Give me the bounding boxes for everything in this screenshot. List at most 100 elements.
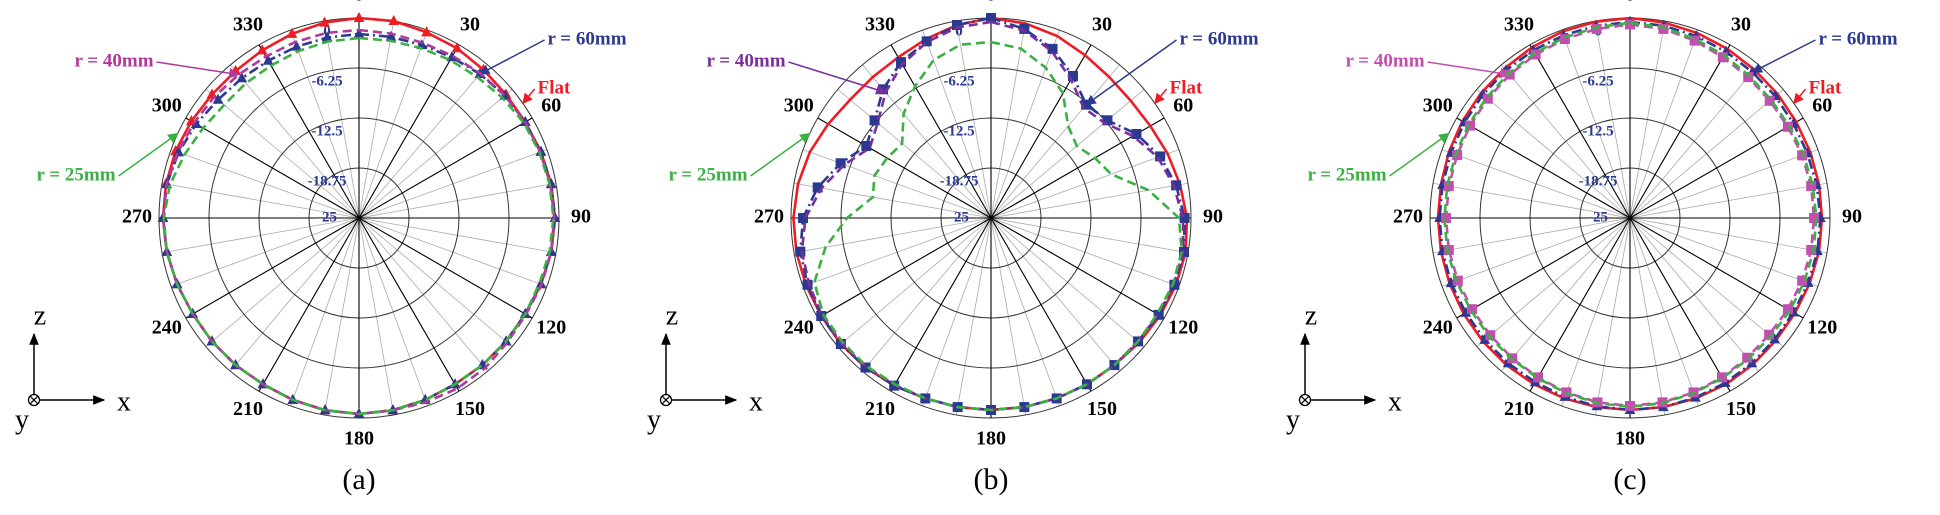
axis-glyph: z [34,300,46,331]
angle-tick-label: 270 [122,206,152,228]
point-marker [353,11,365,22]
angle-grid-line [1629,217,1804,319]
panel-caption: (c) [1613,463,1646,496]
polar-panel: 03060901201501802102402703003300-6.25-12… [1286,0,1898,496]
point-marker [798,213,808,223]
label-arrow [1154,88,1168,105]
label-arrow [1085,39,1177,106]
axis-glyph: x [1388,386,1402,417]
angle-tick-label: 60 [541,95,561,117]
label-arrow [1793,88,1807,105]
angle-grid-line [185,117,360,219]
point-marker [1533,372,1543,383]
point-marker [1482,93,1493,104]
label-arrow [788,61,887,95]
point-marker [319,16,330,27]
series-label: r = 25mm [1307,164,1386,185]
point-marker [1742,352,1753,363]
point-marker [262,54,274,65]
angle-grid-line [358,217,460,392]
point-marker [1171,180,1182,191]
point-marker [421,26,432,37]
angle-tick-label: 30 [1731,13,1751,35]
angle-grid-line [258,217,360,392]
angle-grid-line [817,217,992,319]
axis-glyph: x [117,386,131,417]
point-marker [1559,34,1570,45]
angle-tick-label: 150 [455,398,485,420]
point-marker [212,93,224,104]
angle-tick-label: 210 [865,398,895,420]
radial-tick-label: -25 [1588,209,1608,225]
angle-tick-label: 300 [784,95,814,117]
angle-tick-label: 330 [1504,13,1534,35]
radial-tick-label: -12.5 [1582,123,1613,139]
axis-glyph: y [1286,404,1300,435]
angle-grid-line [1529,217,1631,392]
panel-caption: (a) [342,463,375,496]
series-label: r = 25mm [668,164,747,185]
angle-grid-line [1456,117,1631,219]
angle-tick-label: 270 [754,206,784,228]
series-line [812,40,1183,412]
polar-panel: 03060901201501802102402703003300-6.25-12… [647,0,1259,496]
angle-tick-label: 30 [1092,13,1112,35]
series-label: Flat [538,77,571,98]
angle-tick-label: 120 [1807,317,1837,339]
series-label: r = 40mm [706,50,785,71]
angle-tick-label: 270 [1393,206,1423,228]
angle-tick-label: 90 [1842,206,1862,228]
point-marker [869,115,880,126]
axis-origin-cross [661,395,671,405]
point-marker [1131,129,1142,139]
angle-grid-line [185,217,360,319]
point-marker [1452,275,1463,286]
angle-grid-line [1629,117,1804,219]
angle-grid-line [817,117,992,219]
point-marker [353,27,365,38]
point-marker [1441,213,1451,223]
label-arrow [750,132,811,177]
label-arrow [1389,132,1450,177]
angle-tick-label: 0 [354,0,364,6]
angle-tick-label: 120 [536,317,566,339]
angle-tick-label: 150 [1087,398,1117,420]
series-label: Flat [1170,77,1203,98]
point-marker [1464,120,1475,131]
label-arrow [1751,39,1816,73]
radial-tick-label: -25 [317,209,337,225]
point-marker [451,42,463,53]
angle-grid-line [890,217,992,392]
angle-grid-line [258,44,360,219]
angle-tick-label: 330 [233,13,263,35]
axis-glyph: y [647,404,661,435]
point-marker [1658,23,1669,34]
angle-tick-label: 210 [233,398,263,420]
point-marker [1782,121,1793,132]
point-marker [1797,275,1808,286]
series-label: Flat [1809,77,1842,98]
angle-tick-label: 60 [1173,95,1193,117]
radial-tick-label: -12.5 [943,123,974,139]
panel-caption: (b) [974,463,1009,496]
label-arrow [156,61,240,79]
radial-tick-label: -6.25 [943,73,974,89]
angle-tick-label: 180 [1615,428,1645,450]
angle-tick-label: 60 [1812,95,1832,117]
series-label: r = 40mm [74,50,153,71]
angle-grid-line [358,117,533,219]
angle-tick-label: 90 [1203,206,1223,228]
angle-tick-label: 300 [152,95,182,117]
radial-tick-label: -18.75 [940,173,979,189]
axis-origin-cross [29,395,39,405]
axis-glyph: x [749,386,763,417]
angle-grid-line [1529,44,1631,219]
series-label: r = 60mm [547,28,626,49]
radial-tick-label: 0 [323,23,331,39]
point-marker [388,14,400,26]
point-marker [1806,244,1817,255]
axis-glyph: z [1305,300,1317,331]
label-arrow [118,132,179,177]
polar-panel: 03060901201501802102402703003300-6.25-12… [15,0,627,496]
